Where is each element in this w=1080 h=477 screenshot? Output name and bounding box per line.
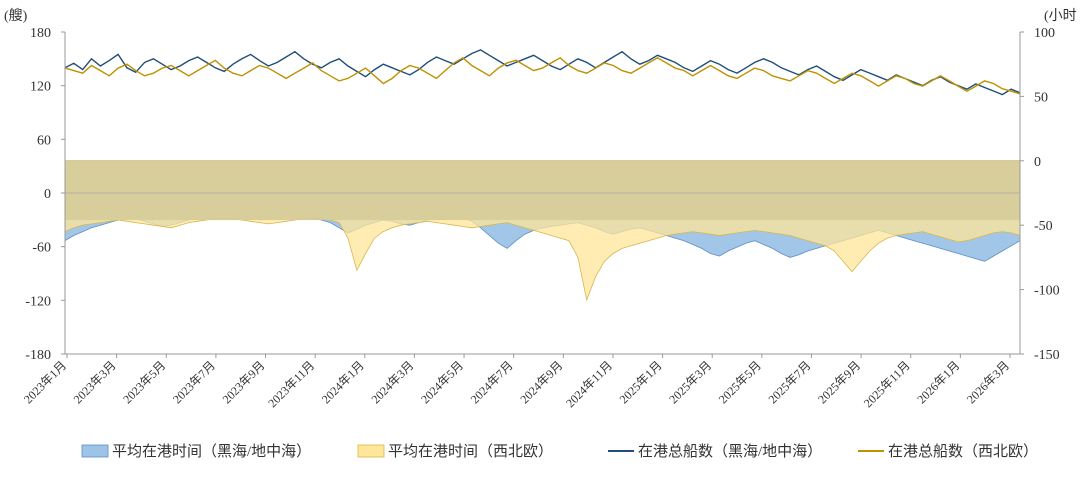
x-tick-label: 2024年9月: [517, 358, 565, 406]
x-tick-label: 2026年1月: [914, 358, 962, 406]
left-tick-label: 120: [30, 80, 51, 95]
x-tick-label: 2023年1月: [21, 358, 69, 406]
left-tick-label: 0: [44, 187, 51, 202]
x-tick-label: 2026年3月: [964, 358, 1012, 406]
x-tick-label: 2025年7月: [766, 358, 814, 406]
right-tick-label: 100: [1034, 26, 1055, 41]
area-series-group: [64, 160, 1021, 302]
x-tick-label: 2023年5月: [120, 358, 168, 406]
x-tick-label: 2025年9月: [815, 358, 863, 406]
x-tick-label: 2025年11月: [861, 358, 913, 410]
line-series-group: [64, 49, 1021, 96]
line-series-2: [64, 56, 1021, 95]
left-tick-label: -120: [25, 294, 51, 309]
left-axis-unit: (艘): [4, 8, 28, 24]
x-tick-label: 2024年11月: [563, 358, 615, 410]
axes-group: 180 120 60 0 -60 -120 -180 100 50 0 -50 -100 -150 (艘)…: [4, 8, 1077, 363]
legend-label: 在港总船数（黑海/地中海）: [638, 443, 822, 460]
right-axis-unit: (小时: [1044, 8, 1077, 24]
legend: 平均在港时间（黑海/地中海） 平均在港时间（西北欧） 在港总船数（黑海/地中海） 在港…: [81, 443, 1038, 460]
right-tick-label: 0: [1034, 155, 1041, 170]
legend-swatch: [81, 444, 109, 458]
legend-label: 平均在港时间（黑海/地中海）: [112, 443, 311, 460]
x-tick-label: 2025年3月: [666, 358, 714, 406]
x-tick-label: 2024年5月: [418, 358, 466, 406]
legend-label: 平均在港时间（西北欧）: [388, 443, 553, 460]
x-tick-label: 2024年7月: [468, 358, 516, 406]
x-tick-labels: 2023年1月 2023年3月 2023年5月 2023年7月 2023年9月2023年…: [21, 354, 1012, 410]
zero-band-overlay: [65, 160, 1020, 221]
x-tick-label: 2023年7月: [170, 358, 218, 406]
left-tick-label: 180: [30, 26, 51, 41]
left-tick-label: -180: [25, 348, 51, 363]
right-tick-label: -100: [1034, 284, 1060, 299]
x-tick-label: 2025年5月: [716, 358, 764, 406]
line-series-1: [64, 49, 1021, 96]
right-tick-label: -150: [1034, 348, 1060, 363]
x-tick-label: 2023年9月: [220, 358, 268, 406]
x-tick-label: 2023年11月: [265, 358, 317, 410]
right-tick-label: 50: [1034, 90, 1048, 105]
x-tick-label: 2024年3月: [368, 358, 416, 406]
legend-swatch: [357, 444, 385, 458]
left-tick-label: -60: [32, 241, 51, 256]
x-tick-label: 2025年1月: [617, 358, 665, 406]
right-tick-label: -50: [1034, 219, 1053, 234]
legend-label: 在港总船数（西北欧）: [888, 443, 1038, 460]
left-tick-label: 60: [37, 133, 51, 148]
x-tick-label: 2024年1月: [319, 358, 367, 406]
x-tick-label: 2023年3月: [71, 358, 119, 406]
